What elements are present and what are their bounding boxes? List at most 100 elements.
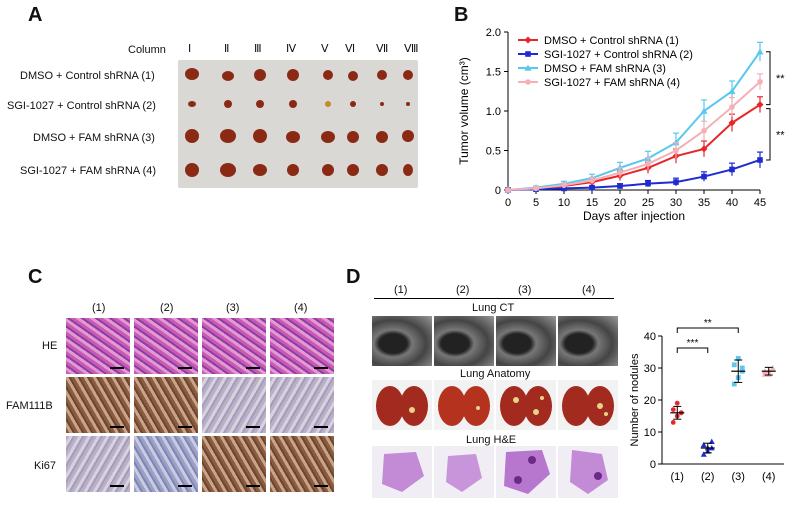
scale-bar [178, 485, 192, 487]
significance-bracket [676, 327, 739, 333]
lung-anatomy-graphic [500, 386, 552, 426]
data-point [617, 169, 623, 176]
data-point [645, 180, 651, 187]
roman-label: Ⅶ [376, 43, 389, 55]
ihc-tile [66, 377, 130, 433]
lung-he-graphic [504, 450, 550, 494]
data-point [700, 451, 707, 457]
roman-label: Ⅰ [188, 43, 192, 55]
data-point [757, 78, 763, 85]
roman-column-labels: Ⅰ Ⅱ Ⅲ Ⅳ Ⅴ Ⅵ Ⅶ Ⅷ [178, 42, 419, 58]
lung-column-label: (1) [394, 284, 408, 296]
x-tick-label: 30 [670, 197, 682, 209]
data-point [670, 407, 676, 412]
x-tick-label: (3) [732, 471, 745, 483]
data-point [589, 184, 595, 191]
group-points [670, 400, 685, 425]
scale-bar [246, 426, 260, 428]
data-point [673, 147, 679, 154]
significance-label: ** [704, 318, 712, 329]
column-header: Column [128, 44, 166, 56]
ihc-tile [134, 318, 198, 374]
y-axis-label: Number of nodules [629, 353, 641, 446]
data-point [731, 362, 737, 368]
ihc-row-label: FAM111B [6, 400, 53, 412]
lung-anatomy-graphic [438, 386, 490, 426]
divider-line [374, 298, 614, 299]
legend-label: DMSO + FAM shRNA (3) [544, 63, 666, 75]
data-point [728, 87, 736, 95]
roman-label: Ⅴ [321, 43, 329, 55]
x-tick-label: 5 [533, 197, 539, 209]
x-axis-label: Days after injection [583, 209, 685, 223]
legend-marker [524, 36, 532, 44]
scale-bar [178, 426, 192, 428]
x-tick-label: 25 [642, 197, 654, 209]
y-tick-label: 1.5 [486, 67, 501, 79]
data-point [756, 101, 764, 109]
legend-marker [524, 64, 532, 71]
tumor-row-label: SGI-1027 + FAM shRNA (4) [20, 165, 157, 177]
group-points [731, 356, 746, 387]
data-point [673, 179, 679, 185]
roman-label: Ⅱ [224, 43, 230, 55]
ihc-tile [270, 436, 334, 492]
ihc-row-label: HE [42, 340, 58, 352]
ihc-column-label: (3) [226, 302, 240, 314]
lung-he-image [496, 446, 556, 498]
scale-bar [178, 367, 192, 369]
data-point [674, 400, 680, 406]
ihc-column-label: (4) [294, 302, 308, 314]
lung-ct-image [558, 316, 618, 366]
data-point [729, 104, 735, 110]
roman-label: Ⅵ [345, 43, 356, 55]
scale-bar [314, 426, 328, 428]
data-point [739, 365, 745, 371]
data-point [700, 441, 707, 448]
y-tick-label: 2.0 [486, 27, 501, 39]
tumor-row-label: DMSO + Control shRNA (1) [20, 70, 155, 82]
data-point [700, 107, 708, 114]
lung-column-label: (4) [582, 284, 596, 296]
nodule-count-chart: 0 10 20 30 40 (1) (2) (3) (4) Number of nodules **… [629, 318, 784, 483]
scale-bar [110, 367, 124, 369]
roman-label: Ⅳ [286, 43, 297, 55]
legend-marker [525, 79, 531, 85]
y-tick-label: 20 [644, 395, 656, 407]
roman-label: Ⅷ [404, 43, 419, 55]
lung-column-label: (3) [518, 284, 532, 296]
group-points [700, 438, 715, 457]
x-tick-label: 15 [586, 197, 598, 209]
lung-section-title: Lung CT [472, 302, 515, 314]
tumor-photo [178, 60, 418, 188]
data-point [700, 145, 708, 153]
ihc-tile [202, 377, 266, 433]
tumor-row-label: DMSO + FAM shRNA (3) [33, 132, 155, 144]
ihc-tile [66, 436, 130, 492]
lung-ct-image [434, 316, 494, 366]
data-point [729, 166, 735, 173]
y-tick-label: 40 [644, 331, 656, 343]
x-tick-label: (1) [671, 471, 684, 483]
scale-bar [246, 367, 260, 369]
ihc-column-label: (2) [160, 302, 174, 314]
lung-he-graphic [570, 450, 608, 494]
ihc-tile [66, 318, 130, 374]
data-point [701, 173, 707, 180]
data-point [589, 177, 595, 184]
x-tick-label: 45 [754, 197, 766, 209]
significance-label: *** [687, 338, 699, 349]
data-point [728, 119, 736, 127]
lung-anatomy-image [558, 380, 618, 430]
scale-bar [246, 485, 260, 487]
lung-anatomy-image [496, 380, 556, 430]
legend-label: SGI-1027 + FAM shRNA (4) [544, 77, 680, 89]
lung-ct-image [496, 316, 556, 366]
series-line [507, 51, 761, 191]
y-tick-label: 1.0 [486, 106, 501, 118]
y-tick-label: 0 [495, 185, 501, 197]
tumor-volume-chart: 0 0.5 1.0 1.5 2.0 0 5 10 15 20 25 30 35 40 45 Days afte… [457, 27, 785, 223]
tumor-row-label: SGI-1027 + Control shRNA (2) [7, 100, 156, 112]
data-point [617, 183, 623, 189]
y-tick-label: 0.5 [486, 146, 501, 158]
